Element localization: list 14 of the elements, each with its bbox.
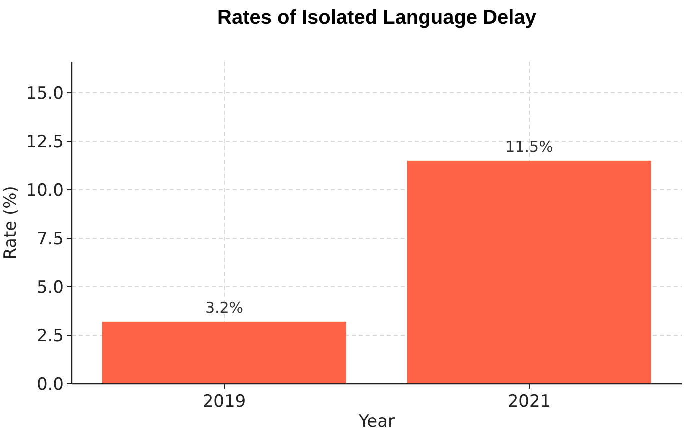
y-tick-label: 5.0 (36, 278, 64, 298)
data-label: 3.2% (205, 298, 244, 317)
y-axis-title: Rate (%) (1, 186, 21, 260)
y-tick-label: 10.0 (26, 180, 64, 201)
y-tick-label: 7.5 (36, 229, 64, 250)
data-label: 11.5% (506, 138, 554, 156)
y-tick-label: 15.0 (26, 84, 64, 104)
y-tick-label: 0.0 (36, 374, 64, 395)
chart-title: Rates of Isolated Language Delay (218, 7, 538, 29)
x-tick-label: 2021 (508, 392, 552, 412)
y-tick-label: 12.5 (26, 132, 64, 152)
x-tick-label: 2019 (202, 392, 246, 412)
y-tick-label: 2.5 (36, 326, 64, 346)
x-axis-title: Year (358, 412, 396, 431)
